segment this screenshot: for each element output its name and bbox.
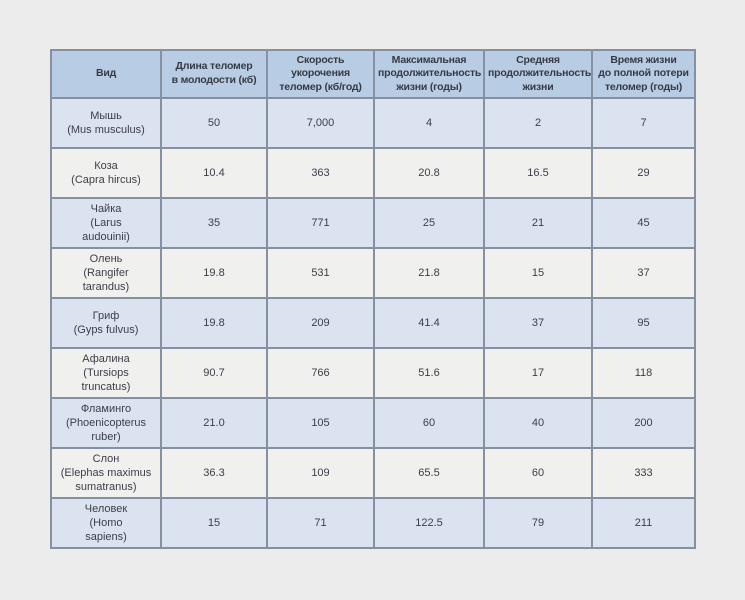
- species-name: Олень: [89, 252, 123, 265]
- value-cell: 95: [591, 297, 696, 349]
- column-header-3: Максимальная продолжительность жизни (го…: [373, 49, 485, 99]
- value-cell: 40: [483, 397, 593, 449]
- value-cell: 16.5: [483, 147, 593, 199]
- column-header-5: Время жизни до полной потери теломер (го…: [591, 49, 696, 99]
- species-name: Мышь: [90, 109, 122, 122]
- value-cell: 19.8: [160, 247, 268, 299]
- table-row: Слон (Elephas maximus sumatranus) 36.3 109 6…: [50, 447, 696, 499]
- species-latin-name: (Elephas maximus sumatranus): [60, 466, 152, 494]
- value-cell: 60: [483, 447, 593, 499]
- species-name: Афалина: [82, 352, 130, 365]
- species-cell: Мышь (Mus musculus): [50, 97, 162, 149]
- species-latin-name: (Tursiops truncatus): [81, 366, 131, 394]
- table-row: Фламинго (Phoenicopterus ruber) 21.0 105 60 4…: [50, 397, 696, 449]
- value-cell: 211: [591, 497, 696, 549]
- value-cell: 118: [591, 347, 696, 399]
- telomere-table-wrap: Вид Длина теломер в молодости (кб) Скорост…: [50, 49, 696, 549]
- value-cell: 4: [373, 97, 485, 149]
- value-cell: 35: [160, 197, 268, 249]
- species-cell: Олень (Rangifer tarandus): [50, 247, 162, 299]
- value-cell: 7: [591, 97, 696, 149]
- table-row: Коза (Capra hircus) 10.4 363 20.8 16.5 29: [50, 147, 696, 199]
- value-cell: 2: [483, 97, 593, 149]
- value-cell: 51.6: [373, 347, 485, 399]
- value-cell: 71: [266, 497, 375, 549]
- species-name: Чайка: [90, 202, 122, 215]
- species-latin-name: (Phoenicopterus ruber): [65, 416, 147, 444]
- species-cell: Фламинго (Phoenicopterus ruber): [50, 397, 162, 449]
- value-cell: 7,000: [266, 97, 375, 149]
- species-latin-name: (Homo sapiens): [85, 516, 127, 544]
- table-row: Человек (Homo sapiens) 15 71 122.5 79 211: [50, 497, 696, 549]
- column-header-1: Длина теломер в молодости (кб): [160, 49, 268, 99]
- value-cell: 60: [373, 397, 485, 449]
- species-cell: Афалина (Tursiops truncatus): [50, 347, 162, 399]
- value-cell: 65.5: [373, 447, 485, 499]
- header-row: Вид Длина теломер в молодости (кб) Скорост…: [50, 49, 696, 99]
- value-cell: 79: [483, 497, 593, 549]
- value-cell: 50: [160, 97, 268, 149]
- value-cell: 21.0: [160, 397, 268, 449]
- value-cell: 37: [483, 297, 593, 349]
- column-header-4: Средняя продолжительность жизни: [483, 49, 593, 99]
- column-header-0: Вид: [50, 49, 162, 99]
- value-cell: 41.4: [373, 297, 485, 349]
- species-cell: Гриф (Gyps fulvus): [50, 297, 162, 349]
- species-latin-name: (Mus musculus): [67, 124, 145, 136]
- value-cell: 21: [483, 197, 593, 249]
- value-cell: 21.8: [373, 247, 485, 299]
- species-latin-name: (Capra hircus): [71, 174, 141, 186]
- value-cell: 105: [266, 397, 375, 449]
- value-cell: 37: [591, 247, 696, 299]
- value-cell: 200: [591, 397, 696, 449]
- species-name: Гриф: [92, 309, 120, 322]
- value-cell: 363: [266, 147, 375, 199]
- value-cell: 531: [266, 247, 375, 299]
- value-cell: 20.8: [373, 147, 485, 199]
- species-cell: Чайка (Larus audouinii): [50, 197, 162, 249]
- value-cell: 771: [266, 197, 375, 249]
- table-row: Олень (Rangifer tarandus) 19.8 531 21.8 15 37: [50, 247, 696, 299]
- value-cell: 122.5: [373, 497, 485, 549]
- species-name: Слон: [92, 452, 120, 465]
- species-latin-name: (Larus audouinii): [82, 216, 130, 244]
- species-name: Человек: [84, 502, 128, 515]
- table-row: Гриф (Gyps fulvus) 19.8 209 41.4 37 95: [50, 297, 696, 349]
- value-cell: 36.3: [160, 447, 268, 499]
- table-row: Чайка (Larus audouinii) 35 771 25 21 45: [50, 197, 696, 249]
- value-cell: 333: [591, 447, 696, 499]
- value-cell: 90.7: [160, 347, 268, 399]
- value-cell: 19.8: [160, 297, 268, 349]
- value-cell: 17: [483, 347, 593, 399]
- column-header-2: Скорость укорочения теломер (кб/год): [266, 49, 375, 99]
- value-cell: 10.4: [160, 147, 268, 199]
- table-row: Мышь (Mus musculus) 50 7,000 4 2 7: [50, 97, 696, 149]
- table-body: Мышь (Mus musculus) 50 7,000 4 2 7 Коза (Capra h…: [50, 97, 696, 549]
- value-cell: 45: [591, 197, 696, 249]
- species-cell: Человек (Homo sapiens): [50, 497, 162, 549]
- value-cell: 29: [591, 147, 696, 199]
- table-row: Афалина (Tursiops truncatus) 90.7 766 51.6 17…: [50, 347, 696, 399]
- species-latin-name: (Gyps fulvus): [73, 324, 139, 336]
- species-cell: Коза (Capra hircus): [50, 147, 162, 199]
- telomere-table: Вид Длина теломер в молодости (кб) Скорост…: [50, 49, 696, 549]
- value-cell: 209: [266, 297, 375, 349]
- species-latin-name: (Rangifer tarandus): [82, 266, 130, 294]
- value-cell: 766: [266, 347, 375, 399]
- species-cell: Слон (Elephas maximus sumatranus): [50, 447, 162, 499]
- value-cell: 109: [266, 447, 375, 499]
- value-cell: 15: [160, 497, 268, 549]
- species-name: Фламинго: [80, 402, 132, 415]
- value-cell: 15: [483, 247, 593, 299]
- species-name: Коза: [94, 159, 118, 172]
- value-cell: 25: [373, 197, 485, 249]
